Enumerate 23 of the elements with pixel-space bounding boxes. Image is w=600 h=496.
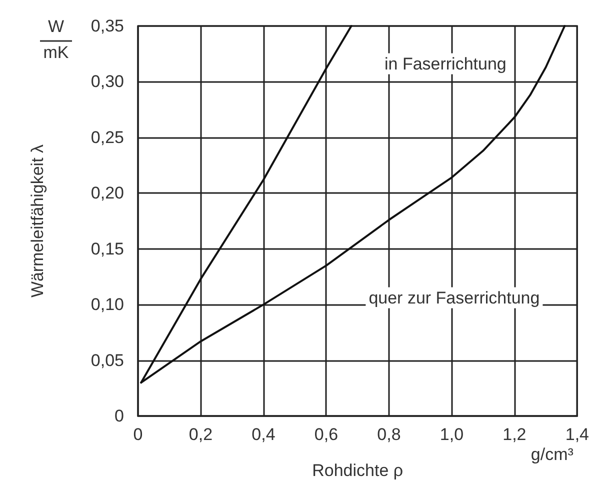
x-tick-label: 0,6 bbox=[314, 425, 338, 444]
y-tick-label: 0,05 bbox=[90, 350, 124, 370]
y-tick-label: 0 bbox=[114, 406, 124, 426]
y-tick-label: 0,30 bbox=[90, 72, 124, 92]
y-tick-label: 0,25 bbox=[90, 128, 124, 147]
x-tick-label: 0,2 bbox=[188, 425, 213, 444]
x-tick-label: 1,2 bbox=[502, 425, 526, 444]
text: W bbox=[48, 17, 64, 36]
y-tick-label: 0,15 bbox=[90, 239, 124, 258]
text: g/cm³ bbox=[530, 445, 574, 464]
x-tick-label: 0,8 bbox=[377, 425, 401, 444]
y-tick-label: 0,35 bbox=[90, 16, 124, 36]
x-tick-label: 0,4 bbox=[252, 425, 276, 444]
annotation: in Faserrichtung bbox=[384, 54, 506, 74]
text: mK bbox=[43, 43, 70, 62]
y-tick-label: 0,20 bbox=[90, 184, 124, 203]
y-axis-title: Wärmeleitfähigkeit λ bbox=[28, 144, 47, 298]
y-tick-label: 0,10 bbox=[90, 295, 124, 314]
x-tick-label: 1,0 bbox=[440, 425, 464, 444]
x-tick-label: 0 bbox=[133, 425, 143, 444]
x-tick-label: 1,4 bbox=[565, 425, 590, 444]
x-axis-title: Rohdichte ρ bbox=[312, 461, 404, 480]
annotation: quer zur Faserrichtung bbox=[368, 288, 540, 308]
